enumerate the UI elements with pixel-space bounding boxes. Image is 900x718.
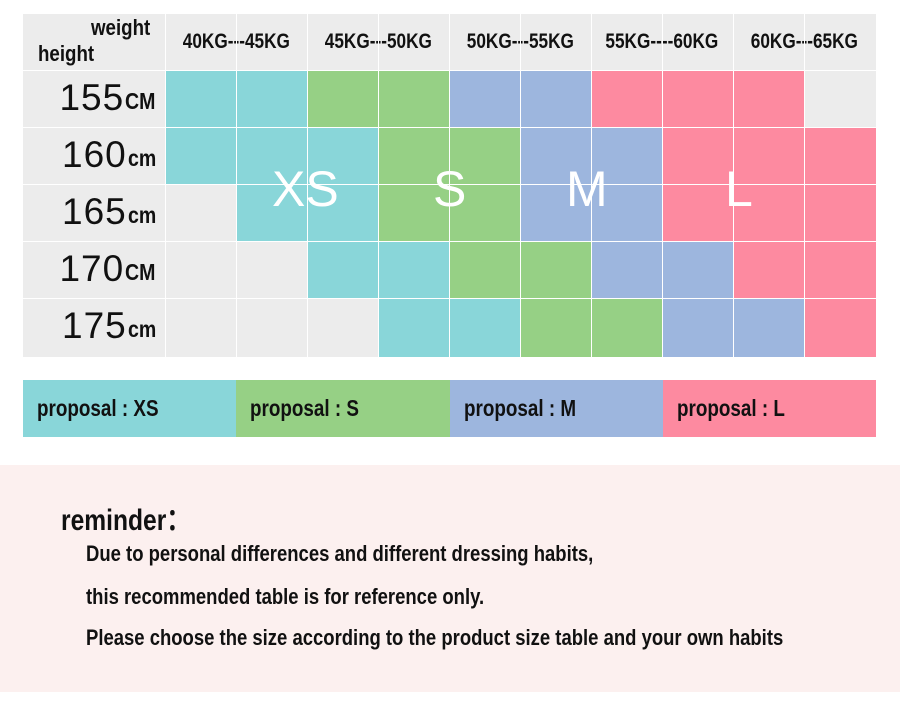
- size-cell-s: [307, 70, 378, 127]
- size-cell-gray: [165, 184, 236, 241]
- grid-line-vertical: [591, 14, 592, 357]
- reminder-title: reminder：: [61, 504, 191, 537]
- size-cell-l: [804, 298, 876, 357]
- size-cell-l: [733, 184, 804, 241]
- weight-axis-label: weight: [91, 15, 151, 40]
- size-cell-m: [733, 298, 804, 357]
- grid-line-vertical: [165, 14, 166, 357]
- grid-line-horizontal: [23, 70, 876, 71]
- grid-line-vertical: [378, 14, 379, 357]
- height-row-header: 160 cm: [62, 134, 157, 175]
- reminder-line: Due to personal differences and differen…: [86, 541, 594, 566]
- size-cell-m: [662, 298, 733, 357]
- grid-line-vertical: [733, 14, 734, 357]
- size-cell-m: [520, 184, 591, 241]
- height-row-header: 165 cm: [62, 191, 157, 232]
- row-header-background: [23, 70, 165, 357]
- size-cell-s: [378, 184, 449, 241]
- size-proposal-legend: proposal : XS proposal : S proposal : M …: [23, 380, 876, 437]
- height-row-header: 175 cm: [62, 305, 157, 346]
- size-cell-m: [591, 127, 662, 184]
- size-chart-table: weight height 40KG---45KG 45KG---50KG 50…: [23, 14, 876, 357]
- size-cell-xs: [236, 70, 307, 127]
- size-cell-l: [804, 184, 876, 241]
- size-cell-l: [662, 184, 733, 241]
- size-cell-l: [804, 127, 876, 184]
- size-cell-gray: [236, 298, 307, 357]
- proposal-xs: proposal : XS: [23, 380, 237, 437]
- size-cell-m: [591, 241, 662, 298]
- grid-line-horizontal: [23, 241, 876, 242]
- size-cell-l: [733, 70, 804, 127]
- grid-line-vertical: [662, 14, 663, 357]
- size-cell-l: [733, 127, 804, 184]
- size-cell-xs: [307, 127, 378, 184]
- size-cell-s: [520, 298, 591, 357]
- size-cell-m: [662, 241, 733, 298]
- size-cell-m: [591, 184, 662, 241]
- size-cell-xs: [165, 127, 236, 184]
- grid-line-vertical: [520, 14, 521, 357]
- size-cell-xs: [378, 298, 449, 357]
- proposal-s: proposal : S: [236, 380, 450, 437]
- size-cell-s: [378, 70, 449, 127]
- size-cell-s: [591, 298, 662, 357]
- grid-line-horizontal: [23, 298, 876, 299]
- size-label-s: S: [433, 161, 467, 217]
- weight-range-header: 50KG---55KG: [466, 30, 574, 53]
- grid-line-vertical: [449, 14, 450, 357]
- size-cell-gray: [307, 298, 378, 357]
- size-cell-s: [520, 241, 591, 298]
- reminder-line: Please choose the size according to the …: [86, 625, 784, 650]
- reminder-panel: reminder： Due to personal differences an…: [0, 465, 900, 692]
- size-cell-l: [662, 127, 733, 184]
- size-label-m: M: [566, 161, 608, 217]
- size-cell-xs: [378, 241, 449, 298]
- size-cell-l: [733, 241, 804, 298]
- size-cell-l: [662, 70, 733, 127]
- grid-line-vertical: [236, 14, 237, 357]
- weight-range-header: 55KG----60KG: [605, 30, 719, 53]
- size-cell-s: [449, 241, 520, 298]
- grid-line-horizontal: [23, 127, 876, 128]
- size-cell-xs: [449, 298, 520, 357]
- size-cell-xs: [307, 184, 378, 241]
- grid-line-vertical: [307, 14, 308, 357]
- size-cell-gray: [165, 298, 236, 357]
- size-cell-l: [804, 241, 876, 298]
- size-cell-gray: [165, 241, 236, 298]
- reminder-line: this recommended table is for reference …: [86, 584, 485, 609]
- weight-range-header: 45KG---50KG: [324, 30, 432, 53]
- size-cell-gray: [236, 241, 307, 298]
- size-cell-m: [520, 70, 591, 127]
- proposal-m: proposal : M: [449, 380, 663, 437]
- height-axis-label: height: [38, 41, 95, 66]
- size-cell-l: [591, 70, 662, 127]
- size-cell-xs: [307, 241, 378, 298]
- grid-line-vertical: [804, 14, 805, 357]
- weight-range-header: 40KG---45KG: [182, 30, 290, 53]
- size-cell-xs: [165, 70, 236, 127]
- height-row-header: 170 CM: [59, 248, 156, 289]
- size-cell-s: [378, 127, 449, 184]
- size-cell-s: [449, 127, 520, 184]
- size-label-l: L: [725, 161, 753, 217]
- size-cell-xs: [236, 184, 307, 241]
- proposal-l: proposal : L: [662, 380, 876, 437]
- size-cell-gray: [804, 70, 876, 127]
- size-label-xs: XS: [272, 161, 339, 217]
- size-cell-m: [520, 127, 591, 184]
- grid-line-horizontal: [23, 184, 876, 185]
- size-cell-xs: [236, 127, 307, 184]
- size-cell-m: [449, 70, 520, 127]
- height-row-header: 155 CM: [59, 77, 156, 118]
- size-cell-s: [449, 184, 520, 241]
